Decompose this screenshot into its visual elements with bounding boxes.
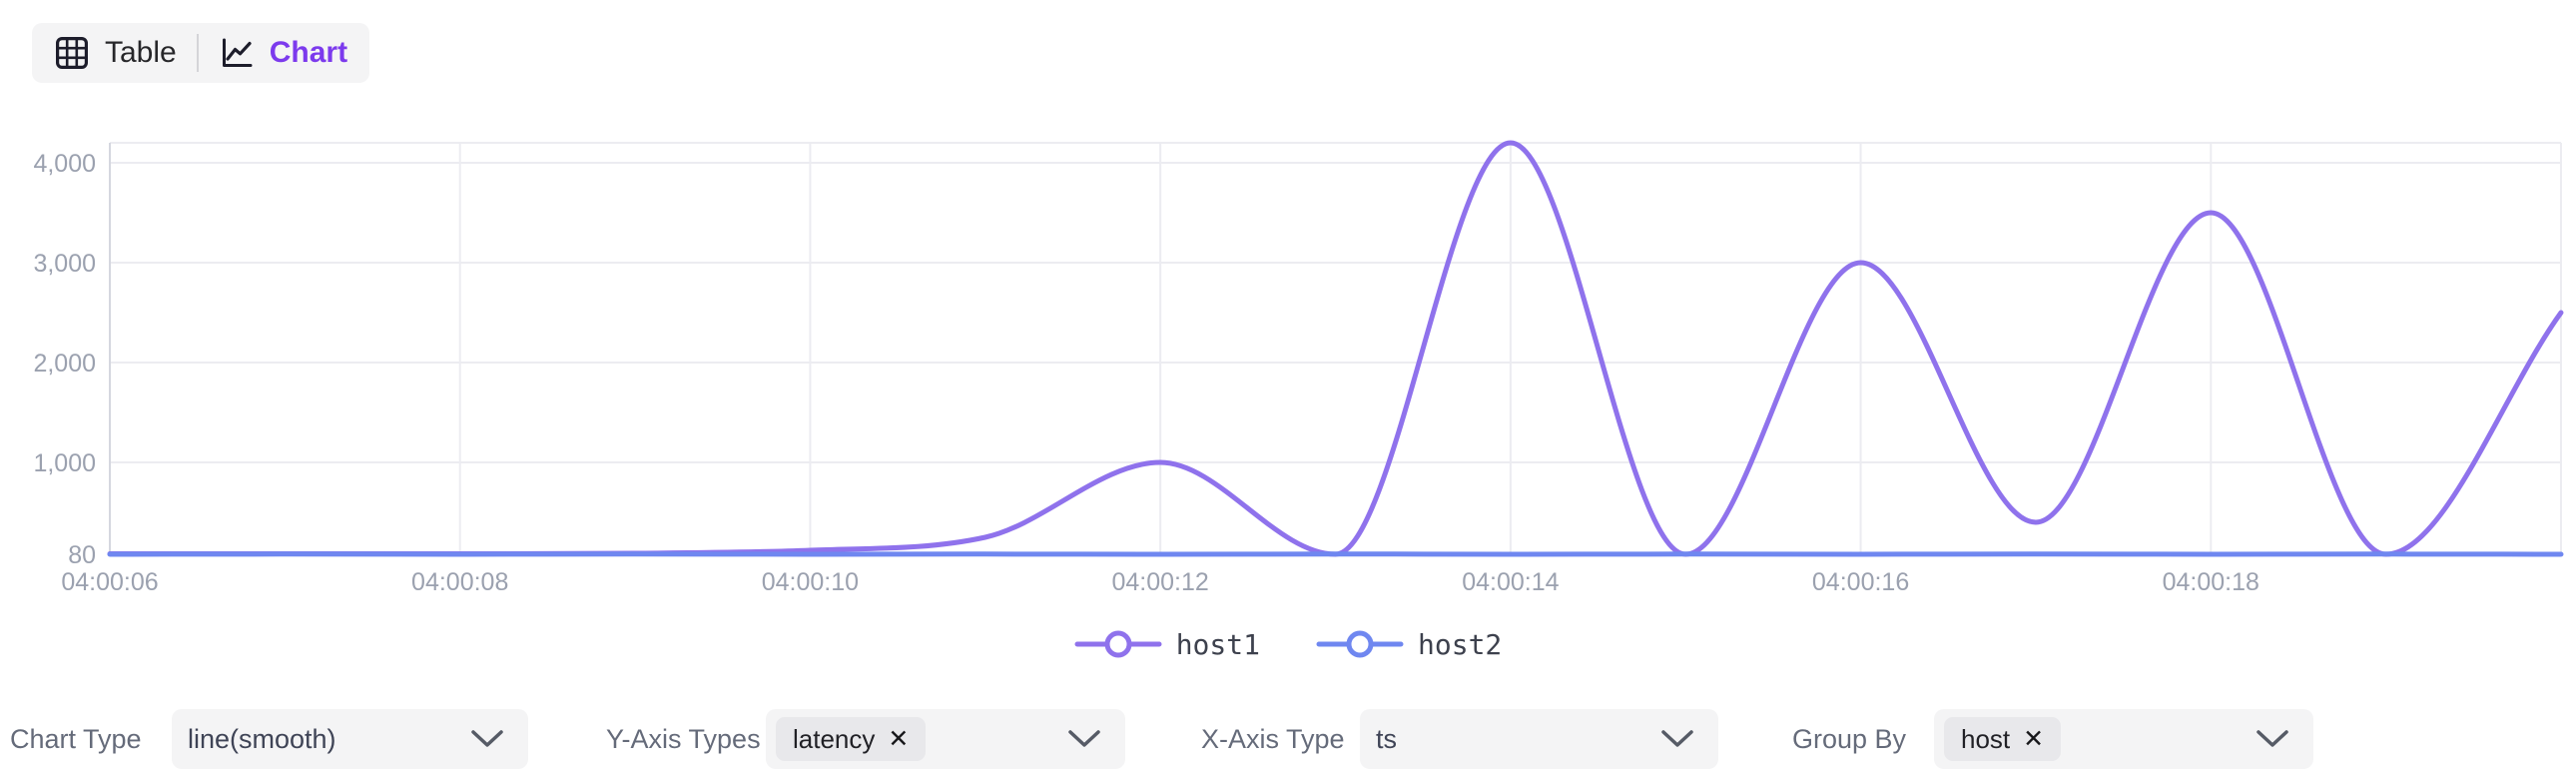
chart-type-value: line(smooth): [188, 723, 336, 754]
y-axis-types-select[interactable]: latency ✕: [766, 709, 1125, 769]
chart-canvas[interactable]: 80 1,000 2,000 3,000 4,000 04:00:06 04:00:08 04…: [0, 0, 2576, 614]
x-axis-tick-label: 04:00:16: [1812, 568, 1909, 596]
y-axis-tick-label: 4,000: [33, 150, 96, 178]
x-axis-tick-label: 04:00:08: [411, 568, 508, 596]
legend-marker-icon: [1316, 630, 1404, 658]
y-axis-type-tag-label: latency: [793, 723, 876, 754]
toggle-divider: [196, 34, 199, 72]
group-by-select[interactable]: host ✕: [1934, 709, 2313, 769]
chevron-down-icon: [1661, 730, 1693, 747]
chart-type-label: Chart Type: [10, 724, 142, 754]
legend-marker-icon: [1074, 630, 1162, 658]
chevron-down-icon: [1068, 730, 1100, 747]
x-axis-tick-label: 04:00:12: [1111, 568, 1208, 596]
y-axis-types-label: Y-Axis Types: [606, 724, 761, 754]
legend-label: host1: [1175, 627, 1260, 661]
y-axis-tick-label: 2,000: [33, 350, 96, 378]
y-axis-tick-label: 3,000: [33, 250, 96, 278]
legend-item-host2[interactable]: host2: [1316, 628, 1502, 661]
chart-view-label: Chart: [269, 36, 348, 69]
x-axis-type-label: X-Axis Type: [1201, 724, 1345, 754]
legend-item-host1[interactable]: host1: [1074, 628, 1260, 661]
series-line-host1[interactable]: [107, 140, 2564, 557]
legend-label: host2: [1418, 627, 1503, 661]
chart-view-button[interactable]: Chart: [219, 35, 347, 71]
table-icon: [55, 36, 88, 69]
tag-remove-icon[interactable]: ✕: [888, 724, 910, 753]
group-by-label: Group By: [1792, 724, 1907, 754]
x-axis-tick-label: 04:00:10: [762, 568, 859, 596]
y-axis-tick-label: 1,000: [33, 449, 96, 477]
view-toggle: Table Chart: [32, 23, 370, 83]
table-view-label: Table: [105, 36, 177, 69]
group-by-tag-label: host: [1961, 723, 2011, 754]
tag-remove-icon[interactable]: ✕: [2023, 724, 2045, 753]
y-axis-tick-label: 80: [68, 541, 96, 569]
y-axis-type-tag: latency ✕: [776, 717, 927, 761]
chevron-down-icon: [471, 730, 503, 747]
x-axis-tick-label: 04:00:14: [1462, 568, 1559, 596]
x-axis-type-value: ts: [1376, 723, 1398, 754]
x-axis-type-select[interactable]: ts: [1360, 709, 1718, 769]
group-by-tag: host ✕: [1944, 717, 2062, 761]
x-axis-tick-label: 04:00:18: [2163, 568, 2259, 596]
chevron-down-icon: [2256, 730, 2288, 747]
table-view-button[interactable]: Table: [54, 35, 177, 71]
chart-legend: host1 host2: [0, 619, 2576, 669]
x-axis-tick-label: 04:00:06: [61, 568, 158, 596]
line-chart-icon: [222, 38, 253, 67]
chart-type-select[interactable]: line(smooth): [172, 709, 528, 769]
